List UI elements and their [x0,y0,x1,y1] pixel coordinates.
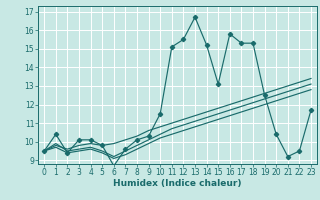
X-axis label: Humidex (Indice chaleur): Humidex (Indice chaleur) [113,179,242,188]
